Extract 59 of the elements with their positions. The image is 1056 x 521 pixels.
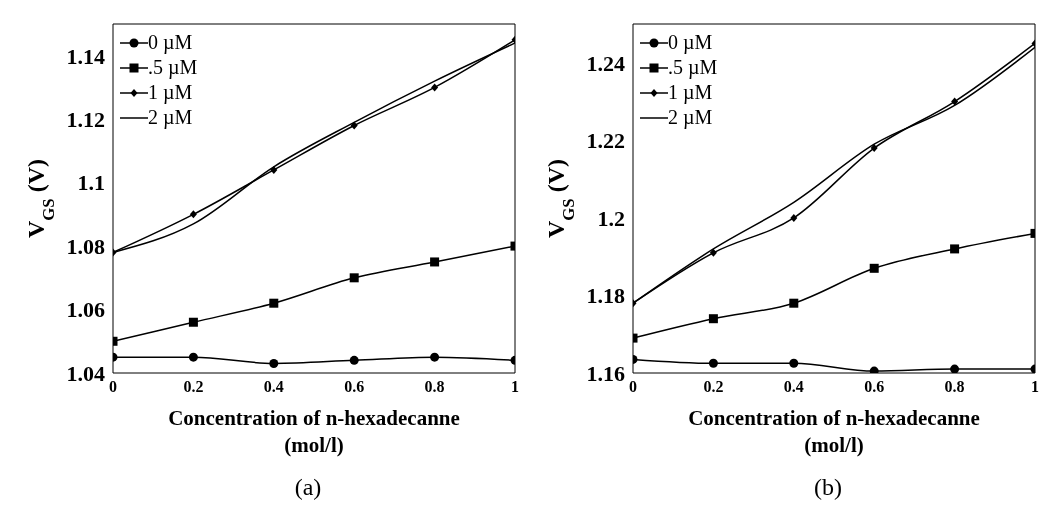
point xyxy=(430,257,440,267)
point xyxy=(350,121,358,130)
text: (a) xyxy=(293,474,323,501)
point xyxy=(188,317,198,327)
point xyxy=(790,213,798,222)
x-tick-label: 0.6 xyxy=(864,378,885,396)
point xyxy=(349,273,359,283)
y-tick-label: 1.2 xyxy=(597,205,625,231)
point xyxy=(269,358,279,368)
point xyxy=(189,210,197,219)
point xyxy=(789,298,799,308)
text: (b) xyxy=(813,474,843,501)
point xyxy=(269,298,279,308)
point xyxy=(950,244,960,254)
x-tick-label: 0.4 xyxy=(263,378,284,396)
x-axis-title: Concentration of n-hexadecanne (mol/l) xyxy=(688,406,980,457)
x-tick-label: 1 xyxy=(1031,378,1039,396)
legend-label: 2 µM xyxy=(668,105,713,130)
x-tick-label: 0.2 xyxy=(183,378,204,396)
x-tick-label: 0.4 xyxy=(783,378,804,396)
y-tick-label: 1.24 xyxy=(586,50,625,76)
y-tick-label: 1.06 xyxy=(66,297,105,323)
x-axis-title: Concentration of n-hexadecanne (mol/l) xyxy=(168,406,460,457)
point xyxy=(708,314,718,324)
legend-label: 1 µM xyxy=(668,80,713,105)
point xyxy=(789,358,799,368)
y-tick-label: 1.12 xyxy=(66,106,105,132)
y-tick-label: 1.08 xyxy=(66,233,105,259)
point xyxy=(869,366,879,373)
legend-label: .5 µM xyxy=(148,55,198,80)
x-tick-label: 0 xyxy=(629,378,637,396)
point xyxy=(951,97,959,106)
legend-label: .5 µM xyxy=(668,55,718,80)
point xyxy=(431,83,439,92)
x-tick-label: 0 xyxy=(109,378,117,396)
y-tick-label: 1.22 xyxy=(586,128,625,154)
x-tick-label: 0.6 xyxy=(344,378,365,396)
x-tick-label: 1 xyxy=(511,378,519,396)
x-tick-label: 0.8 xyxy=(944,378,965,396)
x-tick-label: 0.2 xyxy=(703,378,724,396)
point xyxy=(430,352,440,362)
y-tick-label: 1.18 xyxy=(586,283,625,309)
x-tick-label: 0.8 xyxy=(424,378,445,396)
y-tick-label: 1.16 xyxy=(586,360,625,386)
y-tick-label: 1.04 xyxy=(66,360,105,386)
point xyxy=(709,248,717,257)
y-tick-label: 1.14 xyxy=(66,43,105,69)
point xyxy=(270,165,278,174)
y-tick-label: 1.1 xyxy=(77,170,105,196)
point xyxy=(349,355,359,365)
legend-label: 0 µM xyxy=(148,30,193,55)
point xyxy=(870,144,878,153)
legend-label: 0 µM xyxy=(668,30,713,55)
point xyxy=(188,352,198,362)
point xyxy=(950,364,960,373)
point xyxy=(708,358,718,368)
point xyxy=(869,263,879,273)
legend-label: 2 µM xyxy=(148,105,193,130)
legend-label: 1 µM xyxy=(148,80,193,105)
